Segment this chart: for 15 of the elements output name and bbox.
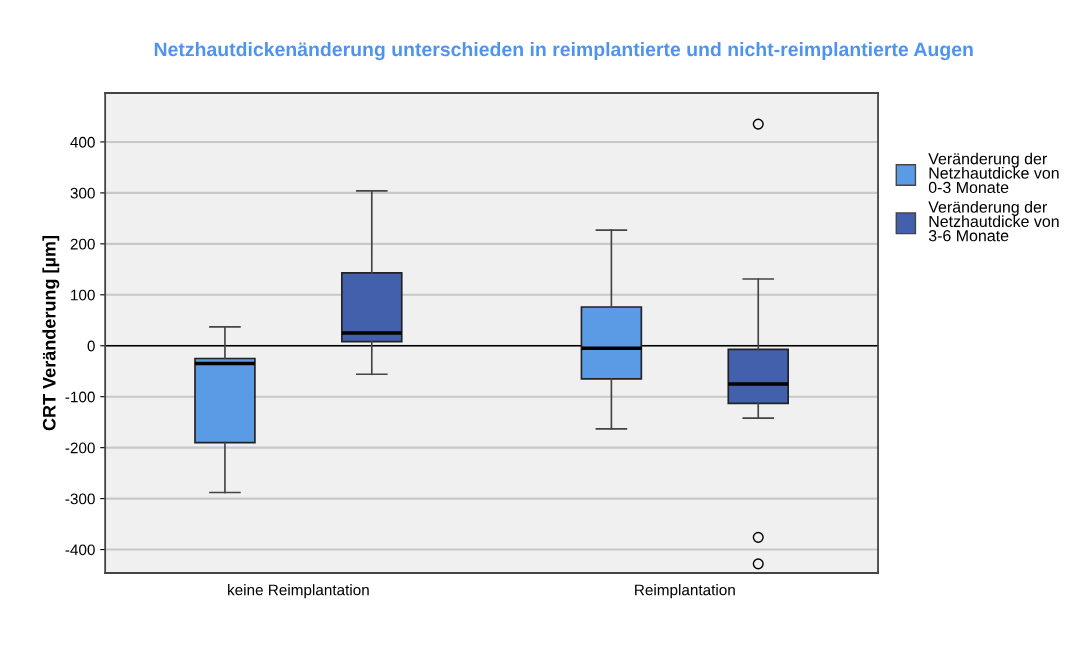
legend-label: Veränderung der Netzhautdicke von 0-3 Monate — [928, 152, 1059, 194]
y-tick-label: 0 — [87, 340, 95, 352]
y-tick-label: 200 — [70, 238, 95, 250]
legend-label: Veränderung der Netzhautdicke von 3-6 Monate — [928, 201, 1059, 242]
y-tick-label: 300 — [70, 187, 95, 199]
y-tick-label: -400 — [65, 544, 95, 556]
y-axis-title: CRT Veränderung [µm] — [42, 236, 60, 431]
x-tick-label: keine Reimplantation — [228, 584, 369, 599]
x-tick-label: Reimplantation — [635, 584, 735, 599]
chart-title: Netzhautdickenänderung unterschieden in reimplantierte und nicht-reimplantierte Augen — [154, 41, 973, 61]
y-tick-label: 100 — [71, 289, 95, 301]
y-tick-label: 400 — [70, 136, 95, 148]
y-tick-label: -100 — [65, 391, 95, 403]
y-tick-label: -200 — [65, 442, 95, 454]
y-tick-label: -300 — [65, 493, 95, 505]
